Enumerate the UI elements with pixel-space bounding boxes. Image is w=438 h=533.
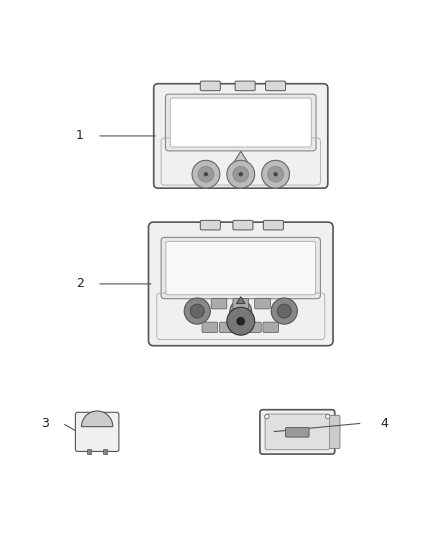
FancyBboxPatch shape: [200, 220, 220, 230]
FancyBboxPatch shape: [260, 410, 335, 454]
Circle shape: [239, 172, 243, 176]
Text: 3: 3: [41, 417, 49, 430]
Circle shape: [265, 415, 269, 419]
Text: 4: 4: [381, 417, 389, 430]
FancyBboxPatch shape: [161, 237, 321, 298]
Circle shape: [192, 160, 220, 188]
Polygon shape: [237, 297, 245, 304]
Text: 2: 2: [76, 277, 84, 290]
Circle shape: [273, 172, 278, 176]
FancyBboxPatch shape: [286, 427, 309, 437]
FancyBboxPatch shape: [263, 220, 283, 230]
FancyBboxPatch shape: [148, 222, 333, 346]
FancyBboxPatch shape: [254, 298, 270, 309]
FancyBboxPatch shape: [154, 84, 328, 188]
Circle shape: [227, 160, 254, 188]
Circle shape: [237, 317, 245, 326]
FancyBboxPatch shape: [166, 94, 316, 151]
Circle shape: [261, 160, 290, 188]
FancyBboxPatch shape: [246, 322, 261, 333]
FancyBboxPatch shape: [233, 220, 253, 230]
FancyBboxPatch shape: [328, 415, 340, 448]
Circle shape: [198, 166, 214, 182]
Circle shape: [204, 172, 208, 176]
Circle shape: [268, 166, 283, 182]
FancyBboxPatch shape: [219, 322, 235, 333]
Circle shape: [325, 415, 330, 419]
FancyBboxPatch shape: [233, 298, 249, 309]
FancyBboxPatch shape: [265, 81, 286, 91]
Circle shape: [277, 304, 291, 318]
FancyBboxPatch shape: [211, 298, 227, 309]
FancyBboxPatch shape: [200, 81, 220, 91]
FancyBboxPatch shape: [265, 414, 329, 450]
Wedge shape: [81, 411, 113, 426]
Circle shape: [233, 166, 249, 182]
Circle shape: [230, 300, 252, 322]
Polygon shape: [231, 151, 251, 167]
Circle shape: [190, 304, 204, 318]
FancyBboxPatch shape: [263, 322, 279, 333]
Circle shape: [227, 308, 254, 335]
Text: 1: 1: [76, 130, 84, 142]
FancyBboxPatch shape: [166, 241, 316, 295]
Bar: [103, 449, 107, 454]
FancyBboxPatch shape: [75, 413, 119, 451]
FancyBboxPatch shape: [170, 98, 311, 147]
FancyBboxPatch shape: [235, 81, 255, 91]
Circle shape: [271, 298, 297, 324]
Bar: [87, 449, 92, 454]
Circle shape: [184, 298, 210, 324]
FancyBboxPatch shape: [202, 322, 218, 333]
